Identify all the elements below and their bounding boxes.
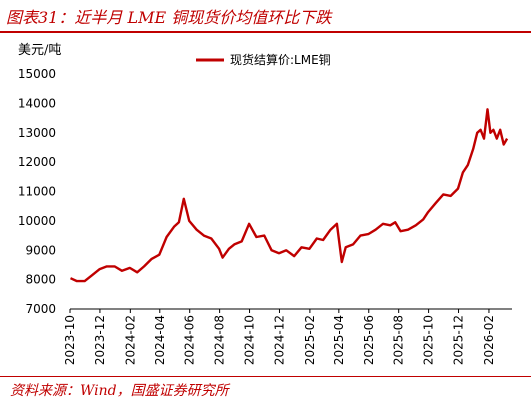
source-divider xyxy=(0,376,531,377)
y-tick-label: 15000 xyxy=(18,67,56,81)
y-axis-unit-label: 美元/吨 xyxy=(18,43,62,58)
series-layer xyxy=(70,108,509,283)
x-tick-label: 2024-02 xyxy=(123,315,137,365)
x-tick-label: 2025-08 xyxy=(392,315,406,365)
x-tick-label: 2024-06 xyxy=(183,315,197,365)
y-tick-label: 13000 xyxy=(18,126,56,140)
x-tick-label: 2023-12 xyxy=(93,315,107,365)
y-tick-label: 10000 xyxy=(18,214,56,228)
x-tick-label: 2025-12 xyxy=(452,315,466,365)
title-divider xyxy=(0,31,531,33)
source-note: 资料来源：Wind，国盛证券研究所 xyxy=(10,383,229,399)
y-tick-label: 9000 xyxy=(25,243,56,257)
y-tick-label: 12000 xyxy=(18,155,56,169)
x-tick-label: 2024-04 xyxy=(153,315,167,365)
x-tick-label: 2024-12 xyxy=(272,315,286,365)
x-tick-label: 2025-10 xyxy=(422,315,436,365)
x-tick-label: 2025-06 xyxy=(362,315,376,365)
x-tick-label: 2024-10 xyxy=(243,315,257,365)
x-axis-ticks: 2023-10 2023-12 2024-02 2024-04 2024-06 2024-… xyxy=(63,309,496,365)
y-tick-label: 11000 xyxy=(18,185,56,199)
chart-title: 图表31：近半月 LME 铜现货价均值环比下跌 xyxy=(6,8,332,27)
legend-label: 现货结算价:LME铜 xyxy=(230,52,331,67)
x-tick-label: 2024-08 xyxy=(213,315,227,365)
y-tick-label: 14000 xyxy=(18,96,56,110)
legend: 现货结算价:LME铜 xyxy=(196,52,331,67)
y-tick-label: 7000 xyxy=(25,302,56,316)
y-tick-label: 8000 xyxy=(25,273,56,287)
x-tick-label: 2026-02 xyxy=(482,315,496,365)
x-tick-label: 2025-04 xyxy=(332,315,346,365)
title-bar: 图表31：近半月 LME 铜现货价均值环比下跌 xyxy=(0,0,531,30)
x-tick-label: 2025-02 xyxy=(303,315,317,365)
y-axis-ticks: 7000 8000 9000 10000 11000 12000 13000 14000 150… xyxy=(18,67,56,316)
x-tick-label: 2023-10 xyxy=(63,315,77,365)
series-line-lme-copper xyxy=(70,108,509,283)
